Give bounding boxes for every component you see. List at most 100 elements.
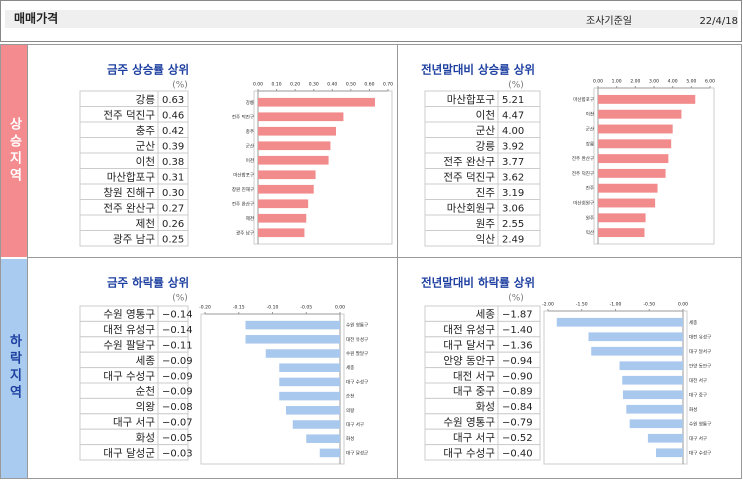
row-name: 안양 동안구 [443, 355, 495, 367]
table-cell [157, 230, 189, 247]
x-tick-label: -0.05 [300, 305, 312, 311]
section-bg [1, 45, 27, 257]
row-value: 5.21 [502, 95, 524, 106]
table-cell [157, 444, 189, 461]
bar [598, 124, 673, 134]
bar [598, 198, 656, 208]
x-tick-label: 4.00 [668, 79, 678, 85]
bar [629, 419, 683, 429]
row-name: 마산합포구 [447, 94, 496, 106]
row-value: 0.63 [162, 95, 184, 106]
unit-label: (%) [172, 294, 188, 304]
row-name: 전주 덕진구 [103, 109, 155, 121]
row-name: 세종 [136, 355, 156, 367]
row-value: 0.27 [162, 203, 184, 214]
bar [258, 112, 344, 122]
bar [258, 213, 307, 223]
bar [258, 184, 314, 194]
category-label: 마산합포구 [573, 96, 594, 103]
table-cell [497, 444, 541, 461]
bar [258, 199, 309, 209]
header-bar [5, 10, 738, 28]
row-value: 3.62 [502, 172, 524, 183]
category-label: 대전 서구 [689, 377, 707, 384]
x-tick-label: 1.00 [612, 79, 622, 85]
bar [292, 420, 340, 429]
row-value: 0.30 [162, 188, 184, 199]
category-label: 충주 [246, 128, 254, 135]
row-value: 0.42 [162, 126, 184, 137]
x-tick-label: 0.30 [309, 82, 319, 88]
bar [556, 317, 683, 327]
row-value: 3.06 [502, 203, 524, 214]
category-label: 광주 남구 [236, 229, 254, 236]
category-label: 전주 완산구 [572, 155, 594, 162]
row-value: −0.14 [162, 325, 193, 336]
row-name: 의왕 [136, 401, 156, 413]
category-label: 마산합포구 [233, 171, 254, 178]
bar [598, 168, 666, 178]
row-value: 2.55 [502, 219, 524, 230]
row-value: 3.92 [502, 141, 524, 152]
bar [656, 448, 683, 458]
bar [626, 404, 683, 414]
row-name: 전주 덕진구 [443, 171, 495, 183]
row-name: 제천 [136, 218, 155, 230]
row-name: 마산합포구 [107, 171, 156, 183]
category-label: 대구 서구 [689, 435, 707, 442]
row-name: 세종 [476, 309, 496, 321]
row-name: 대구 중구 [453, 386, 495, 398]
x-tick-label: 0.00 [335, 305, 345, 311]
bar [591, 346, 683, 356]
category-label: 군산 [246, 142, 254, 149]
row-value: 0.26 [162, 219, 184, 230]
row-name: 전주 완산구 [103, 201, 155, 214]
x-tick-label: -0.20 [199, 305, 211, 311]
unit-label: (%) [172, 81, 188, 91]
row-value: −0.03 [162, 448, 193, 459]
row-name: 대전 유성구 [103, 324, 155, 336]
row-name: 전주 완산구 [443, 155, 495, 168]
category-label: 전주 완산구 [232, 200, 254, 207]
bar [598, 139, 672, 149]
category-label: 수원 영통구 [689, 420, 711, 427]
row-value: 0.39 [162, 141, 184, 152]
row-value: 3.19 [502, 188, 524, 199]
row-value: −0.79 [502, 418, 533, 429]
row-name: 대구 수성구 [443, 447, 495, 459]
date: 22/4/18 [699, 16, 738, 27]
x-tick-label: -1.00 [610, 302, 622, 308]
category-label: 군산 [586, 126, 594, 133]
row-value: 4.47 [502, 110, 524, 121]
row-name: 대구 수성구 [103, 370, 155, 382]
x-tick-label: -0.15 [233, 305, 245, 311]
bar [306, 434, 340, 443]
category-label: 이천 [246, 157, 254, 164]
x-tick-label: 0.70 [383, 82, 393, 88]
row-value: −0.05 [162, 433, 193, 444]
row-value: 0.46 [162, 110, 184, 121]
category-label: 원주 [586, 214, 594, 221]
row-value: 4.00 [502, 126, 524, 137]
date-label: 조사기준일 [586, 15, 632, 27]
row-name: 대구 달성군 [103, 447, 155, 459]
x-tick-label: -0.10 [267, 305, 279, 311]
row-name: 원주 [476, 218, 496, 230]
row-name: 대구 서구 [113, 417, 155, 429]
bar [258, 97, 375, 107]
section-label: 상승지역 [7, 117, 22, 185]
row-value: −1.40 [502, 325, 533, 336]
x-tick-label: 0.50 [346, 82, 356, 88]
x-tick-label: 0.40 [327, 82, 337, 88]
row-value: −1.87 [502, 310, 533, 321]
category-label: 대전 유성구 [346, 336, 368, 343]
row-value: −0.52 [502, 433, 533, 444]
category-label: 화성 [689, 406, 697, 413]
x-tick-label: 2.00 [630, 79, 640, 85]
bar [245, 335, 340, 344]
row-value: −1.36 [502, 341, 533, 352]
chart-title: 금주 상승률 상위 [107, 63, 189, 77]
bar [258, 170, 316, 180]
category-label: 마산회원구 [573, 200, 594, 207]
